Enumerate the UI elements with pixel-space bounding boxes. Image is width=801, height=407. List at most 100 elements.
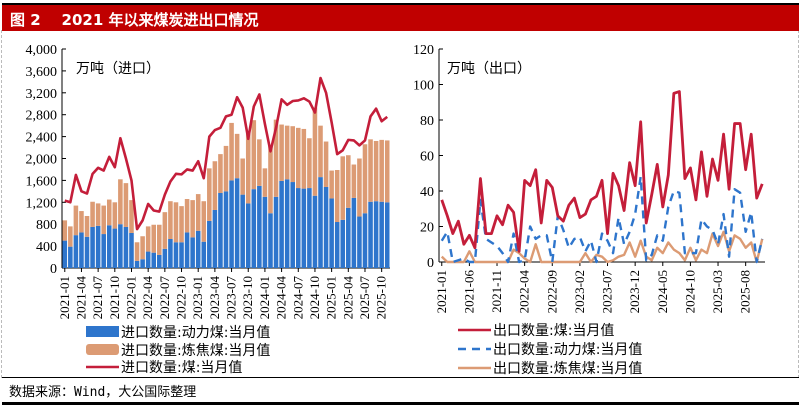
frame-border-left — [1, 30, 2, 378]
x-tick-label: 2024-10 — [682, 270, 697, 313]
bar-steam-coal — [184, 232, 190, 268]
bar-steam-coal — [179, 242, 184, 268]
source-note: 数据来源：Wind，大公国际整理 — [9, 385, 197, 400]
x-tick-label: 2022-07 — [157, 276, 172, 320]
x-tick-label: 2025-08 — [738, 270, 753, 313]
bar-steam-coal — [268, 213, 273, 268]
bar-coking-coal — [162, 212, 168, 249]
bar-steam-coal — [251, 189, 257, 268]
bar-coking-coal — [101, 205, 106, 235]
bar-steam-coal — [318, 177, 323, 268]
bar-steam-coal — [101, 234, 106, 268]
x-tick-label: 2024-05 — [655, 270, 670, 313]
bar-steam-coal — [151, 252, 157, 268]
x-tick-label: 2022-04 — [517, 270, 532, 314]
y-tick-label: 1,200 — [26, 196, 58, 211]
bar-steam-coal — [351, 197, 357, 268]
bar-steam-coal — [84, 236, 90, 268]
bar-coking-coal — [373, 140, 379, 202]
y-tick-label: 2,800 — [26, 109, 58, 124]
y-tick-label: 40 — [420, 185, 434, 200]
bar-steam-coal — [245, 203, 251, 268]
y-tick-label: 0 — [427, 256, 434, 271]
bar-steam-coal — [329, 198, 334, 268]
bar-steam-coal — [195, 230, 201, 268]
bar-coking-coal — [329, 170, 334, 199]
bar-steam-coal — [373, 201, 379, 268]
x-tick-label: 2023-04 — [207, 276, 222, 320]
bar-coking-coal — [384, 140, 390, 203]
bar-coking-coal — [168, 201, 173, 239]
bar-coking-coal — [351, 164, 357, 198]
bar-coking-coal — [284, 125, 290, 180]
bar-steam-coal — [240, 194, 245, 268]
import-unit-label: 万吨（进口） — [76, 61, 160, 77]
legend-swatch-coking-coal — [86, 344, 119, 355]
bar-steam-coal — [207, 220, 212, 268]
line-total-coal-import — [64, 76, 389, 231]
y-tick-label: 1,600 — [26, 174, 58, 189]
x-tick-label: 2025-10 — [374, 276, 389, 319]
legend-label-steam-coal: 出口数量:动力煤:当月值 — [493, 342, 642, 358]
bar-steam-coal — [173, 242, 179, 268]
x-tick-label: 2025-03 — [710, 270, 725, 313]
bar-steam-coal — [273, 196, 279, 268]
x-tick-label: 2021-10 — [107, 276, 122, 319]
bar-coking-coal — [95, 203, 101, 226]
import-chart: 万吨（进口） 0 400 800 1,200 1,600 2,000 2,400 2,800 3… — [26, 43, 390, 376]
bar-steam-coal — [340, 219, 346, 268]
bar-coking-coal — [201, 201, 207, 242]
figure-title: 图 2 2021 年以来煤炭进出口情况 — [10, 11, 259, 29]
bar-steam-coal — [334, 222, 340, 268]
bar-steam-coal — [301, 188, 307, 268]
bar-steam-coal — [262, 196, 268, 268]
bar-steam-coal — [73, 235, 79, 268]
x-tick-label: 2021-01 — [57, 276, 72, 319]
figure-title-bar: 图 2 2021 年以来煤炭进出口情况 — [2, 3, 799, 31]
bar-coking-coal — [334, 169, 340, 223]
bar-coking-coal — [279, 124, 284, 181]
bar-steam-coal — [307, 188, 312, 268]
x-tick-label: 2025-07 — [357, 276, 372, 320]
bar-coking-coal — [151, 224, 157, 253]
bar-steam-coal — [362, 213, 368, 268]
bar-coking-coal — [379, 139, 384, 202]
x-tick-label: 2023-02 — [572, 270, 587, 313]
bar-steam-coal — [201, 241, 207, 268]
bar-steam-coal — [295, 188, 301, 268]
bar-steam-coal — [290, 182, 295, 268]
bar-coking-coal — [262, 168, 268, 197]
line-steam-coal-export — [440, 175, 764, 264]
bar-coking-coal — [79, 211, 84, 233]
y-tick-label: 20 — [420, 221, 434, 236]
x-tick-label: 2024-10 — [307, 276, 322, 319]
bar-coking-coal — [307, 138, 312, 189]
y-tick-label: 120 — [413, 43, 434, 58]
bar-steam-coal — [312, 195, 318, 268]
y-tick-label: 80 — [420, 114, 434, 129]
x-tick-label: 2023-07 — [224, 276, 239, 320]
x-tick-label: 2022-09 — [544, 270, 559, 313]
x-tick-label: 2021-01 — [434, 270, 449, 313]
bar-coking-coal — [190, 200, 195, 238]
y-tick-label: 3,600 — [26, 65, 58, 80]
bar-steam-coal — [95, 225, 101, 268]
legend-label-coal: 出口数量:煤:当月值 — [493, 323, 614, 339]
y-tick-label: 60 — [420, 150, 434, 165]
bar-coking-coal — [273, 119, 279, 197]
x-tick-label: 2021-04 — [73, 276, 88, 320]
bar-steam-coal — [357, 216, 362, 268]
bar-coking-coal — [62, 220, 68, 241]
bar-steam-coal — [223, 191, 229, 268]
bar-coking-coal — [118, 179, 123, 225]
x-tick-label: 2023-12 — [627, 270, 642, 313]
bar-coking-coal — [68, 226, 73, 247]
bar-coking-coal — [173, 202, 179, 243]
bar-coking-coal — [340, 156, 346, 220]
x-tick-label: 2021-06 — [461, 270, 476, 314]
bar-coking-coal — [90, 201, 95, 227]
bar-coking-coal — [318, 125, 323, 178]
bar-steam-coal — [157, 254, 162, 268]
